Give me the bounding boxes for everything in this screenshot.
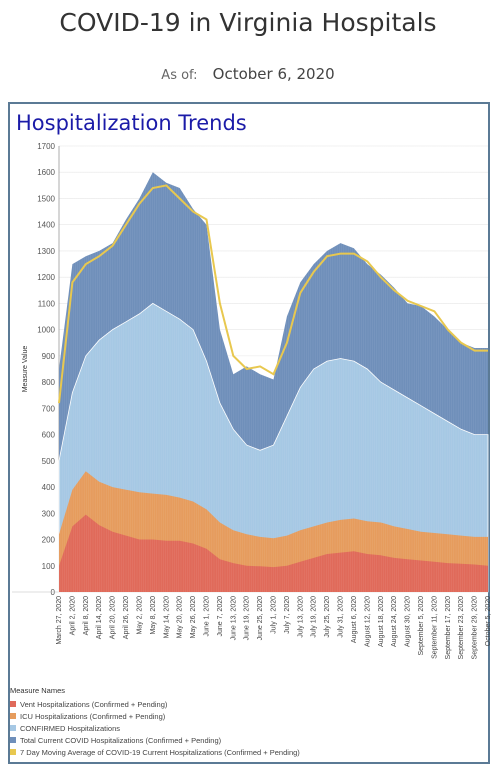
x-tick-label: June 7, 2020: [217, 596, 224, 637]
legend-item[interactable]: Vent Hospitalizations (Confirmed + Pendi…: [10, 698, 300, 710]
x-tick-label: April 8, 2020: [83, 596, 90, 635]
y-tick-label: 1300: [37, 247, 55, 256]
x-tick-label: September 5, 2020: [418, 596, 425, 656]
y-tick-label: 1500: [37, 194, 55, 203]
x-tick-label: May 2, 2020: [136, 596, 143, 635]
y-tick-label: 500: [42, 457, 56, 466]
as-of-date: October 6, 2020: [212, 65, 335, 83]
x-tick-label: August 30, 2020: [405, 596, 412, 647]
x-tick-label: June 19, 2020: [244, 596, 251, 640]
x-tick-label: August 12, 2020: [364, 596, 371, 647]
x-tick-label: June 13, 2020: [230, 596, 237, 640]
y-tick-label: 300: [42, 509, 56, 518]
y-tick-label: 400: [42, 483, 56, 492]
x-tick-label: October 5, 2020: [485, 596, 492, 646]
legend-label: Vent Hospitalizations (Confirmed + Pendi…: [20, 699, 168, 709]
x-tick-label: April 14, 2020: [96, 596, 103, 639]
legend-title: Measure Names: [10, 686, 66, 695]
legend-swatch: [10, 713, 16, 719]
legend-label: CONFIRMED Hospitalizations: [20, 723, 121, 733]
as-of-label: As of:: [161, 68, 198, 83]
x-tick-label: August 18, 2020: [378, 596, 385, 647]
as-of: As of: October 6, 2020: [0, 64, 496, 83]
x-tick-label: March 27, 2020: [56, 596, 63, 645]
y-tick-label: 100: [42, 562, 56, 571]
x-tick-label: April 20, 2020: [110, 596, 117, 639]
y-tick-label: 0: [51, 588, 56, 597]
x-tick-label: July 7, 2020: [284, 596, 291, 634]
y-tick-label: 600: [42, 431, 56, 440]
legend-label: Total Current COVID Hospitalizations (Co…: [20, 735, 222, 745]
y-tick-label: 800: [42, 378, 56, 387]
legend-item[interactable]: Total Current COVID Hospitalizations (Co…: [10, 734, 300, 746]
x-tick-label: April 26, 2020: [123, 596, 130, 639]
y-tick-label: 1600: [37, 168, 55, 177]
y-tick-label: 1100: [38, 299, 56, 308]
legend-swatch: [10, 737, 16, 743]
y-tick-label: 200: [42, 536, 56, 545]
x-tick-label: June 1, 2020: [203, 596, 210, 637]
legend-item[interactable]: CONFIRMED Hospitalizations: [10, 722, 300, 734]
x-tick-label: September 11, 2020: [431, 596, 438, 659]
page-title: COVID-19 in Virginia Hospitals: [59, 8, 437, 37]
x-tick-label: July 25, 2020: [324, 596, 331, 638]
x-tick-label: July 13, 2020: [297, 596, 304, 638]
y-tick-label: 900: [42, 352, 56, 361]
panel-title: Hospitalization Trends: [16, 111, 247, 135]
x-tick-label: July 1, 2020: [271, 596, 278, 634]
x-tick-label: May 14, 2020: [163, 596, 170, 639]
x-tick-label: September 29, 2020: [472, 596, 479, 660]
legend-label: 7 Day Moving Average of COVID-19 Current…: [20, 747, 300, 757]
vent-area: [59, 514, 488, 592]
y-tick-label: 1200: [37, 273, 55, 282]
x-tick-label: June 25, 2020: [257, 596, 264, 640]
x-tick-label: September 23, 2020: [458, 596, 465, 660]
x-tick-label: August 24, 2020: [391, 596, 398, 647]
x-tick-label: August 6, 2020: [351, 596, 358, 643]
x-tick-label: April 2, 2020: [69, 596, 76, 635]
y-tick-label: 1000: [37, 326, 55, 335]
legend-item[interactable]: 7 Day Moving Average of COVID-19 Current…: [10, 746, 300, 758]
y-tick-label: 1400: [37, 221, 55, 230]
x-tick-label: July 31, 2020: [338, 596, 345, 638]
x-tick-label: May 20, 2020: [177, 596, 184, 639]
legend-swatch: [10, 749, 16, 755]
legend-swatch: [10, 701, 16, 707]
x-tick-label: May 26, 2020: [190, 596, 197, 639]
legend-swatch: [10, 725, 16, 731]
x-tick-label: July 19, 2020: [311, 596, 318, 638]
y-tick-label: 700: [42, 404, 56, 413]
y-axis-title: Measure Value: [22, 346, 29, 393]
legend-item[interactable]: ICU Hospitalizations (Confirmed + Pendin…: [10, 710, 300, 722]
legend: Measure Names Vent Hospitalizations (Con…: [10, 686, 300, 758]
x-tick-label: September 17, 2020: [445, 596, 452, 660]
moving-average-line: [58, 184, 488, 404]
legend-label: ICU Hospitalizations (Confirmed + Pendin…: [20, 711, 166, 721]
x-tick-label: May 8, 2020: [150, 596, 157, 635]
y-tick-label: 1700: [37, 142, 55, 151]
